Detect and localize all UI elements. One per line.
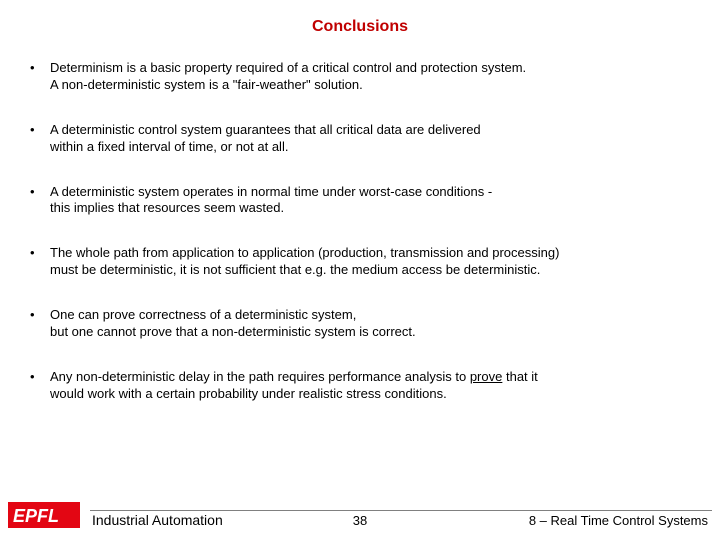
bullet-line: must be deterministic, it is not suffici…	[50, 262, 540, 277]
bullet-line: within a fixed interval of time, or not …	[50, 139, 288, 154]
bullet-marker: •	[30, 307, 50, 324]
bullet-line: Determinism is a basic property required…	[50, 60, 526, 75]
list-item: • A deterministic system operates in nor…	[30, 184, 700, 218]
slide: Conclusions • Determinism is a basic pro…	[0, 0, 720, 540]
list-item: • A deterministic control system guarant…	[30, 122, 700, 156]
bullet-text: Any non-deterministic delay in the path …	[50, 369, 700, 403]
list-item: • Determinism is a basic property requir…	[30, 60, 700, 94]
bullet-marker: •	[30, 369, 50, 386]
bullet-text: One can prove correctness of a determini…	[50, 307, 700, 341]
bullet-line: The whole path from application to appli…	[50, 245, 559, 260]
bullet-text: A deterministic control system guarantee…	[50, 122, 700, 156]
bullet-line: One can prove correctness of a determini…	[50, 307, 356, 322]
footer-divider	[90, 510, 712, 511]
bullet-marker: •	[30, 60, 50, 77]
bullet-marker: •	[30, 122, 50, 139]
bullet-text: Determinism is a basic property required…	[50, 60, 700, 94]
list-item: • The whole path from application to app…	[30, 245, 700, 279]
bullet-line: but one cannot prove that a non-determin…	[50, 324, 416, 339]
epfl-logo: EPFL	[8, 500, 80, 530]
svg-text:EPFL: EPFL	[13, 506, 59, 526]
bullet-line: would work with a certain probability un…	[50, 386, 447, 401]
list-item: • One can prove correctness of a determi…	[30, 307, 700, 341]
bullet-line-pre: Any non-deterministic delay in the path …	[50, 369, 470, 384]
bullet-line: A non-deterministic system is a "fair-we…	[50, 77, 363, 92]
bullet-line: this implies that resources seem wasted.	[50, 200, 284, 215]
list-item: • Any non-deterministic delay in the pat…	[30, 369, 700, 403]
footer: EPFL Industrial Automation 38 8 – Real T…	[0, 492, 720, 532]
bullet-list: • Determinism is a basic property requir…	[0, 60, 720, 403]
bullet-marker: •	[30, 245, 50, 262]
bullet-text: A deterministic system operates in norma…	[50, 184, 700, 218]
bullet-text: The whole path from application to appli…	[50, 245, 700, 279]
bullet-underlined: prove	[470, 369, 503, 384]
bullet-line-post: that it	[502, 369, 537, 384]
bullet-line: A deterministic system operates in norma…	[50, 184, 492, 199]
slide-title: Conclusions	[0, 18, 720, 36]
page-number: 38	[353, 513, 367, 528]
footer-left-text: Industrial Automation	[92, 512, 223, 528]
bullet-line: A deterministic control system guarantee…	[50, 122, 481, 137]
footer-right-text: 8 – Real Time Control Systems	[529, 513, 708, 528]
bullet-marker: •	[30, 184, 50, 201]
